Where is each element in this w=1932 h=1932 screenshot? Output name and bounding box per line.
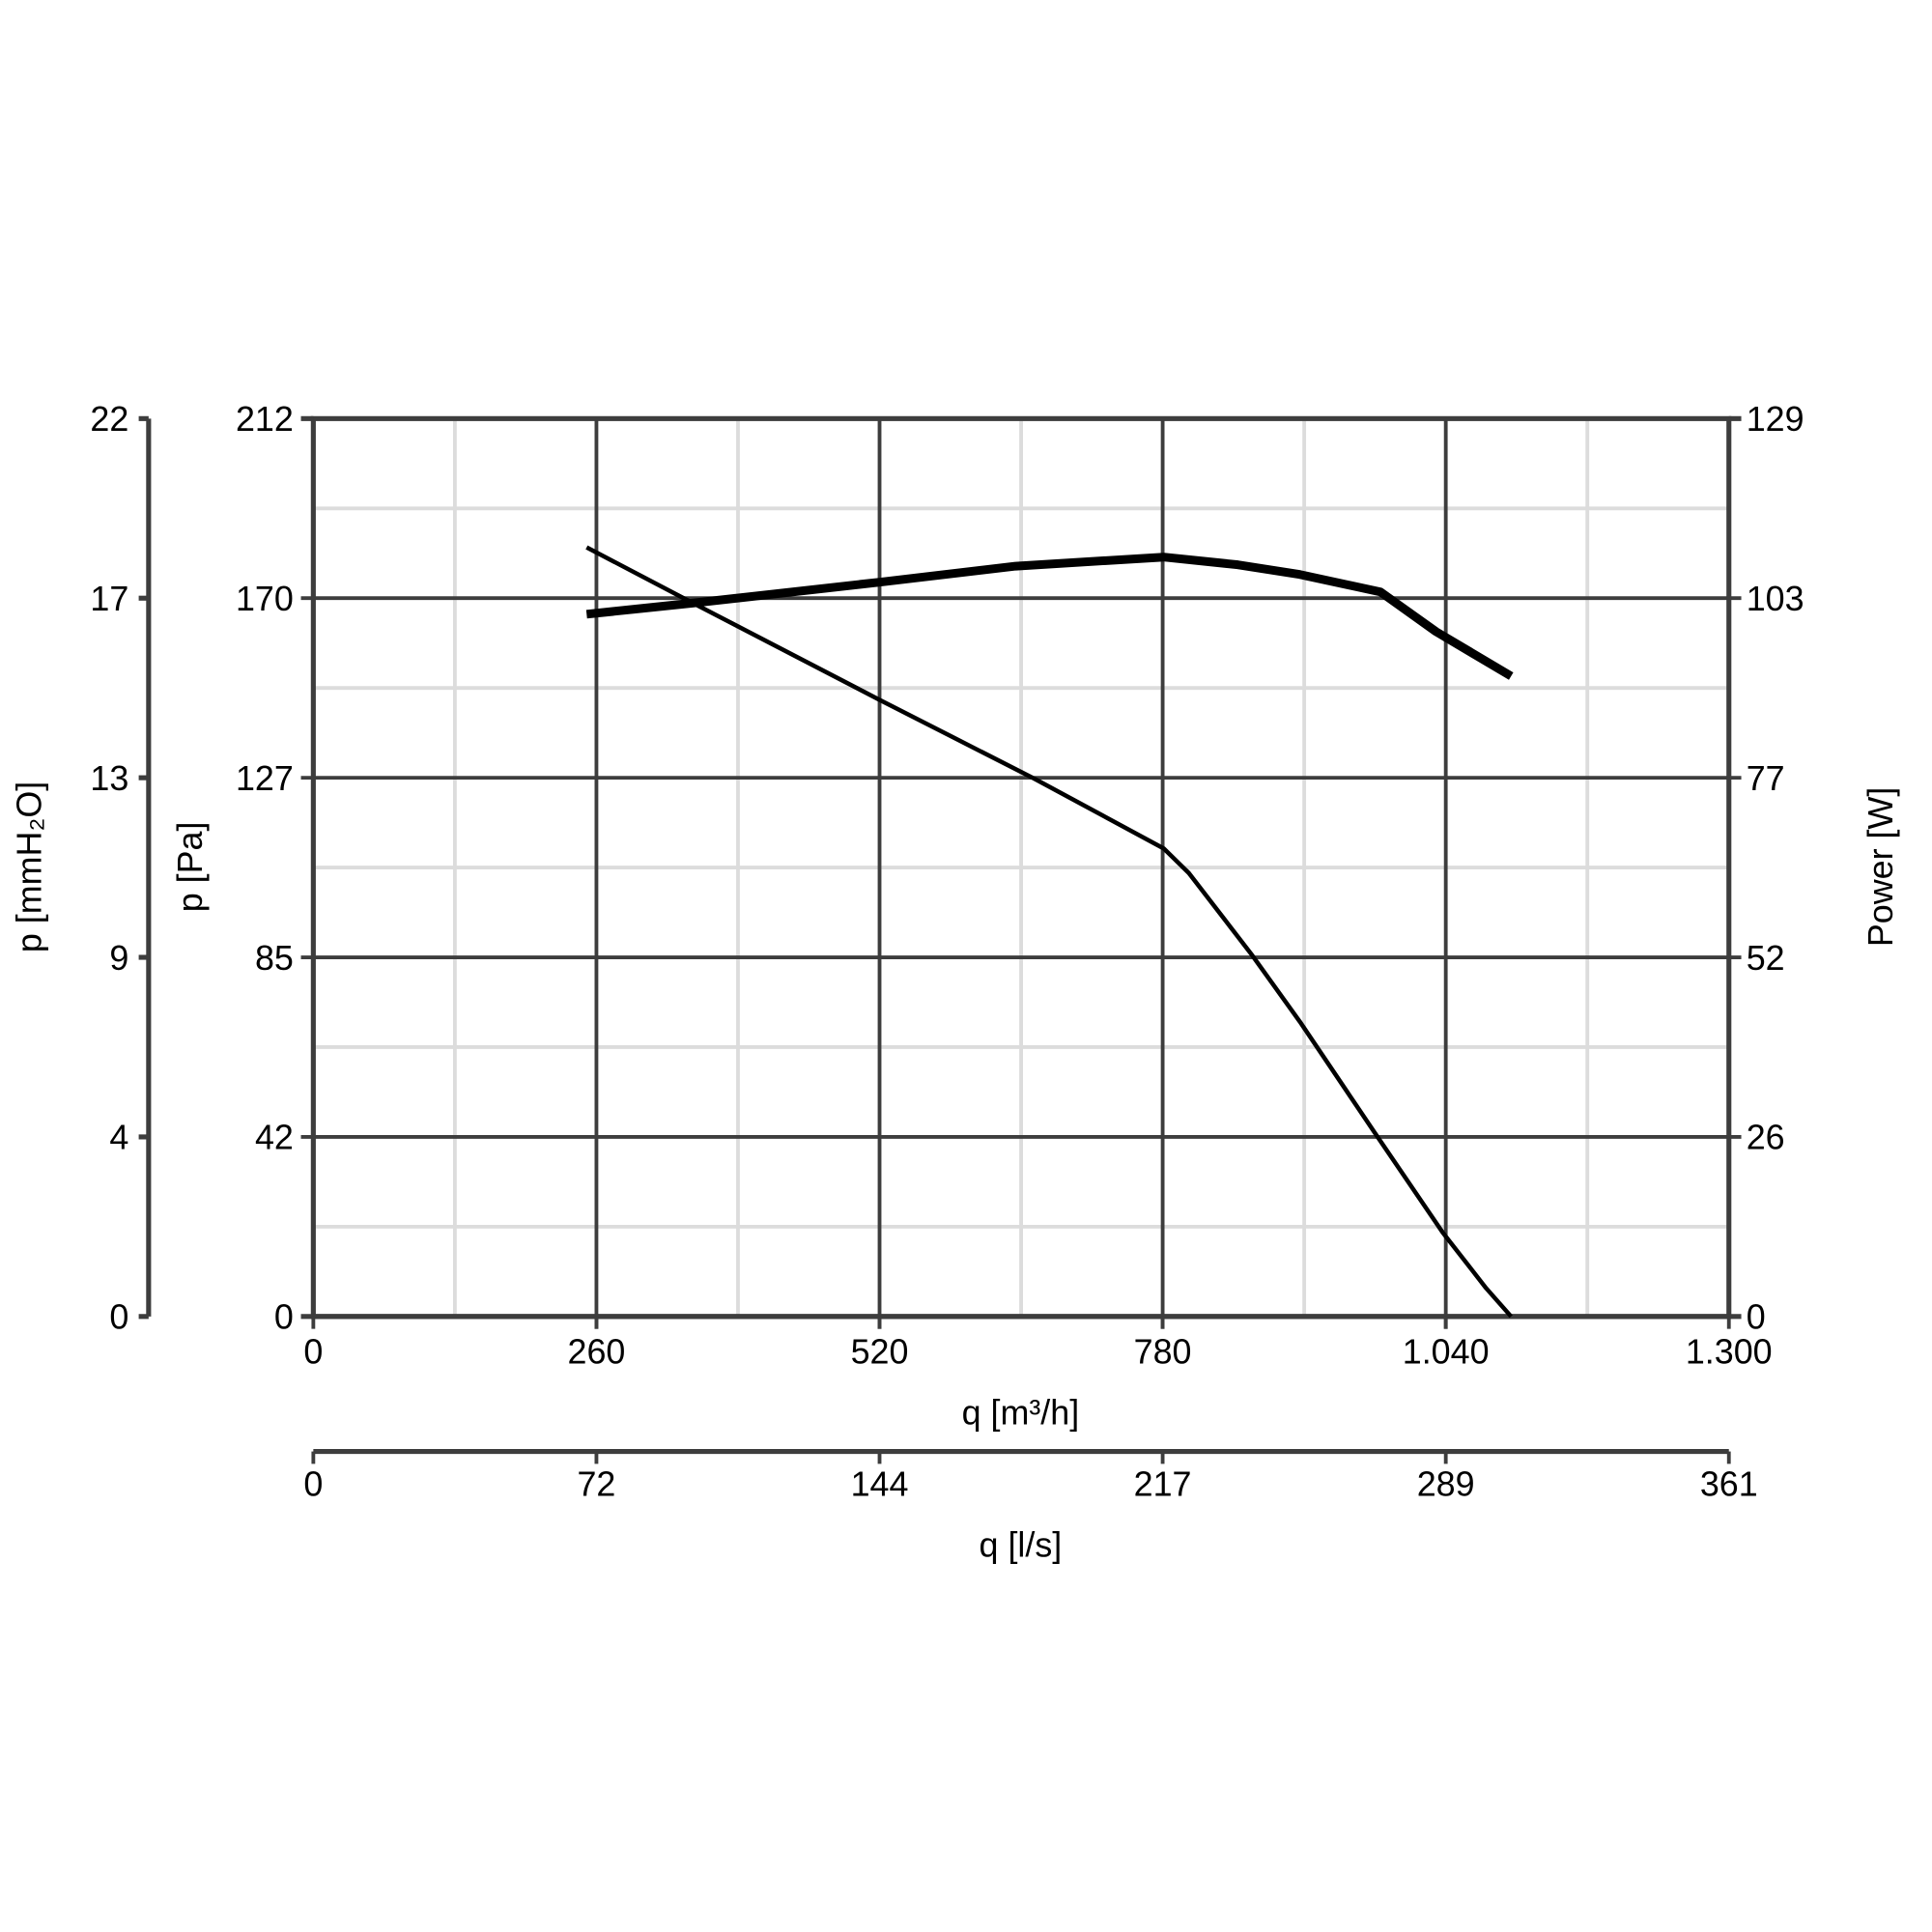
- x-tick-label: 0: [303, 1333, 323, 1372]
- x2-tick-label: 144: [851, 1465, 909, 1504]
- y2-tick-label: 9: [109, 939, 128, 978]
- y-tick-label: 212: [236, 400, 294, 439]
- series: [585, 545, 1514, 1319]
- y2-tick-label: 17: [90, 580, 128, 618]
- x-tick-label: 1.300: [1686, 1333, 1773, 1372]
- x-tick-label: 1.040: [1403, 1333, 1490, 1372]
- y-tick-label: 85: [255, 939, 294, 978]
- y-right-tick-label: 129: [1747, 400, 1804, 439]
- power-curve: [585, 553, 1514, 680]
- y2-tick-label: 4: [109, 1119, 128, 1157]
- x-tick-label: 780: [1134, 1333, 1192, 1372]
- y2-tick-label: 22: [90, 400, 128, 439]
- y-tick-label: 0: [274, 1298, 294, 1337]
- labels: q [m³/h] q [l/s] p [Pa] p [mmH₂O] Power …: [10, 781, 1900, 1565]
- x2-tick-label: 361: [1700, 1465, 1758, 1504]
- y-tick-label: 42: [255, 1119, 294, 1157]
- y2-tick-label: 0: [109, 1298, 128, 1337]
- x2-tick-label: 289: [1417, 1465, 1475, 1504]
- x-tick-label: 520: [851, 1333, 909, 1372]
- x2-tick-label: 217: [1134, 1465, 1192, 1504]
- x-tick-label: 260: [568, 1333, 626, 1372]
- x2-axis-label: q [l/s]: [980, 1526, 1063, 1565]
- y-axis-label: p [Pa]: [171, 822, 210, 913]
- x2-tick-label: 0: [303, 1465, 323, 1504]
- y-right-tick-label: 52: [1747, 939, 1785, 978]
- y2-axis-label: p [mmH₂O]: [10, 781, 48, 952]
- pressure-curve: [585, 545, 1513, 1319]
- x2-tick-label: 72: [577, 1465, 615, 1504]
- y2-tick-label: 13: [90, 759, 128, 798]
- y-right-tick-label: 77: [1747, 759, 1785, 798]
- y-tick-label: 127: [236, 759, 294, 798]
- x-axis-label: q [m³/h]: [962, 1393, 1080, 1432]
- y-tick-label: 170: [236, 580, 294, 618]
- y-right-tick-label: 0: [1747, 1298, 1766, 1337]
- y-right-tick-label: 26: [1747, 1119, 1785, 1157]
- grid: [300, 418, 1742, 1329]
- y-right-tick-label: 103: [1747, 580, 1804, 618]
- y-right-axis-label: Power [W]: [1861, 787, 1900, 947]
